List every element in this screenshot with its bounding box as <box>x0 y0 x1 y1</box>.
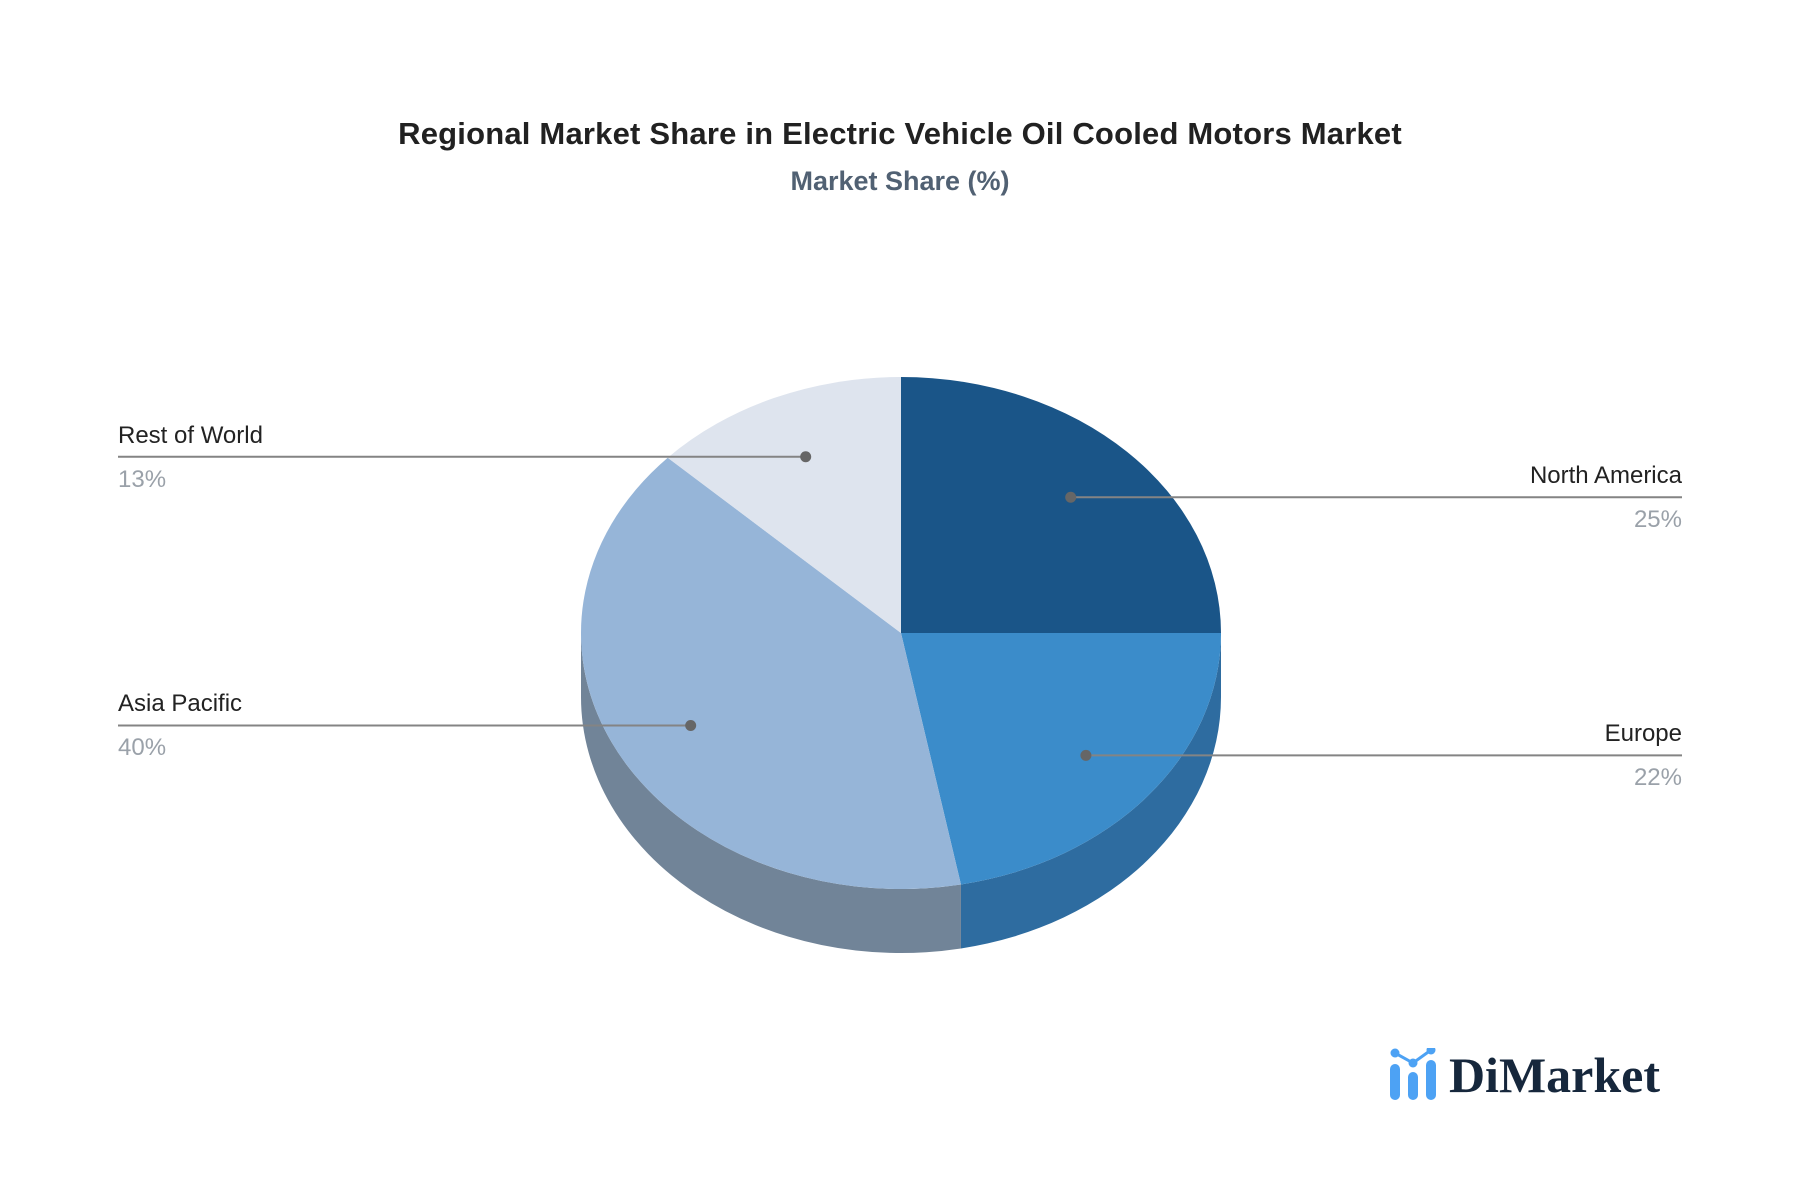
pie-slice-europe[interactable] <box>901 633 1221 885</box>
leader-dot-asia-pacific <box>685 719 697 731</box>
pie-slice-side-europe <box>960 633 1221 949</box>
chart-subtitle: Market Share (%) <box>790 166 1010 196</box>
pie-label-category-europe: Europe <box>1604 720 1682 748</box>
pie-label-category-rest-of-world: Rest of World <box>118 421 263 449</box>
pie-label-category-asia-pacific: Asia Pacific <box>118 690 243 718</box>
pie-label-value-asia-pacific: 40% <box>118 734 167 762</box>
chart-title: Regional Market Share in Electric Vehicl… <box>398 116 1402 151</box>
dimarket-logo: DiMarket <box>1389 1040 1660 1100</box>
bar-line-chart-icon <box>1389 1048 1436 1100</box>
pie-label-value-rest-of-world: 13% <box>118 465 167 493</box>
pie-slice-rest-of-world[interactable] <box>667 377 901 633</box>
pie-slice-north-america[interactable] <box>901 377 1221 633</box>
pie-label-value-north-america: 25% <box>1633 506 1682 534</box>
pie-label-category-north-america: North America <box>1529 462 1682 490</box>
dimarket-logo-text: DiMarket <box>1448 1047 1660 1103</box>
leader-dot-europe <box>1080 749 1092 761</box>
pie-slice-asia-pacific[interactable] <box>581 457 961 889</box>
leader-dot-north-america <box>1065 491 1077 503</box>
leader-dot-rest-of-world <box>800 451 812 463</box>
pie-label-value-europe: 22% <box>1633 764 1682 792</box>
pie-slice-side-asia-pacific <box>581 633 961 954</box>
